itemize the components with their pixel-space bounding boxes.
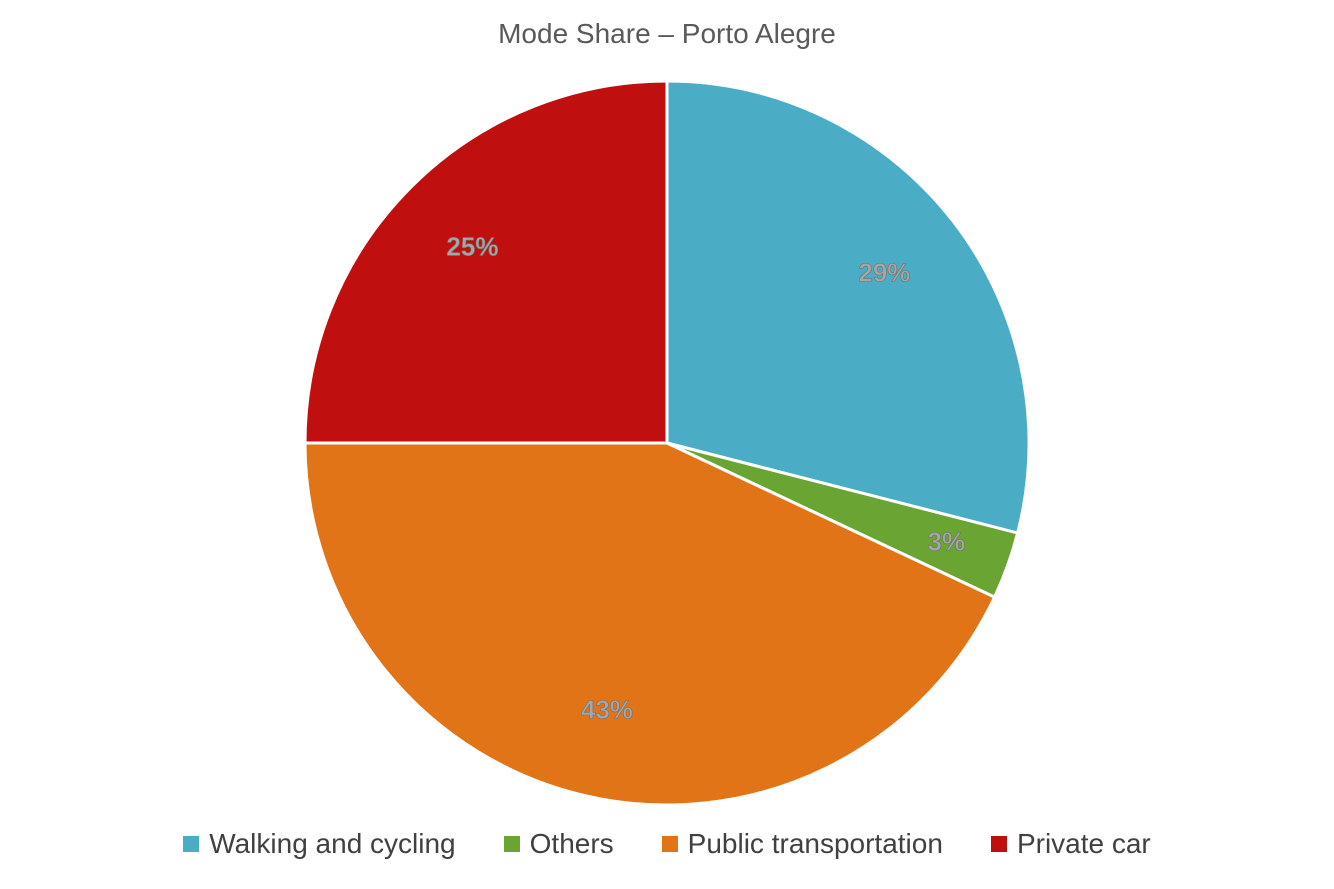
chart-title: Mode Share – Porto Alegre [498,18,836,49]
legend: Walking and cycling Others Public transpor… [0,828,1334,860]
pie-slice-private-car [303,79,669,445]
legend-item-others: Others [503,828,614,860]
data-label-public-transportation: 43% [581,694,633,724]
legend-item-walking-and-cycling: Walking and cycling [183,828,456,860]
pie-slices [303,79,1031,807]
pie-labels: 29% 3% 43% 25% [446,231,966,725]
legend-label: Others [529,828,614,859]
legend-item-private-car: Private car [990,828,1151,860]
data-label-walking-and-cycling: 29% [858,257,910,287]
legend-swatch [661,836,678,852]
legend-item-public-transportation: Public transportation [661,828,943,860]
legend-swatch [503,836,520,852]
legend-swatch [990,836,1007,852]
legend-label: Private car [1016,828,1151,859]
data-label-private-car: 25% [446,231,498,261]
pie-slice-public-transportation [303,441,997,807]
data-label-others: 3% [928,526,966,556]
legend-label: Walking and cycling [209,828,456,859]
legend-swatch [183,836,200,852]
legend-label: Public transportation [687,828,943,859]
pie-slice-walking-and-cycling [665,79,1031,535]
